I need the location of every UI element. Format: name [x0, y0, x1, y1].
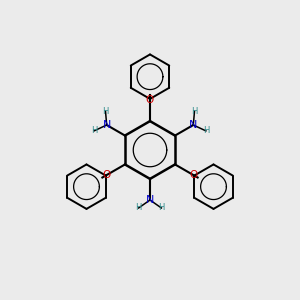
Text: H: H: [135, 203, 142, 212]
Text: N: N: [146, 195, 154, 205]
Text: H: H: [102, 107, 109, 116]
Text: H: H: [191, 107, 198, 116]
Text: H: H: [158, 203, 165, 212]
Text: O: O: [189, 170, 197, 180]
Text: N: N: [103, 120, 111, 130]
Text: H: H: [203, 126, 209, 135]
Text: N: N: [189, 120, 197, 130]
Text: O: O: [146, 95, 154, 105]
Text: H: H: [91, 126, 97, 135]
Text: O: O: [103, 170, 111, 180]
